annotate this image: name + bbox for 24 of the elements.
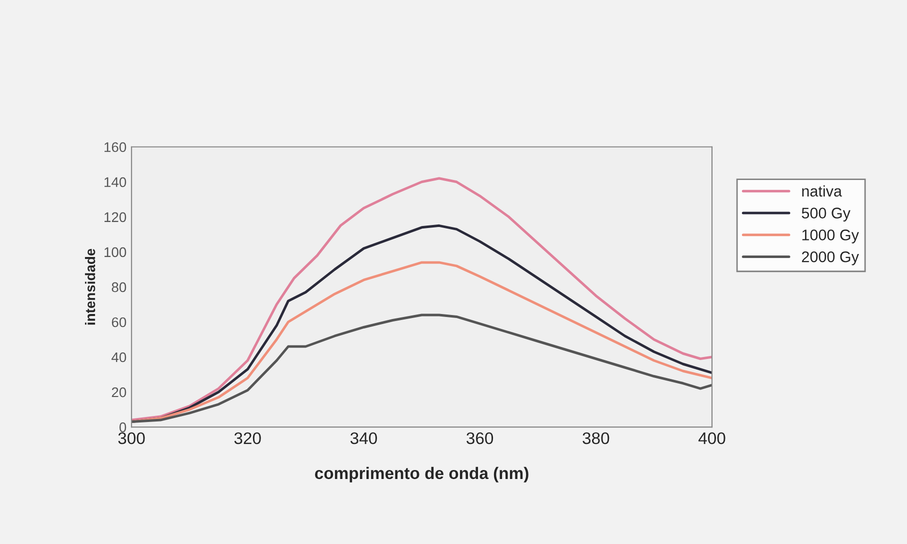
y-tick-label: 20 — [112, 387, 126, 398]
legend-label: 500 Gy — [802, 208, 850, 222]
y-axis-title: intensidade — [84, 248, 96, 325]
y-tick-label: 60 — [112, 317, 126, 328]
x-tick-label: 300 — [118, 432, 145, 444]
y-tick-label: 160 — [104, 142, 126, 152]
y-tick-label: 140 — [104, 177, 126, 188]
x-axis-title: comprimento de onda (nm) — [315, 466, 528, 482]
y-tick-label: 120 — [104, 212, 126, 222]
legend-label: nativa — [802, 185, 842, 197]
line-series — [132, 177, 712, 422]
legend-label: 2000 Gy — [802, 251, 859, 266]
y-tick-label: 0 — [119, 422, 126, 432]
x-tick-label: 400 — [698, 432, 726, 444]
line-series — [132, 314, 712, 424]
legend-label: 1000 Gy — [802, 230, 859, 244]
y-tick-label: 80 — [112, 282, 126, 292]
x-tick-label: 340 — [350, 432, 377, 444]
y-tick-label: 40 — [112, 352, 126, 362]
x-tick-label: 360 — [466, 432, 494, 444]
line-series — [132, 261, 712, 424]
x-tick-label: 320 — [234, 432, 261, 444]
y-tick-label: 100 — [104, 247, 126, 258]
x-tick-label: 380 — [582, 432, 610, 444]
